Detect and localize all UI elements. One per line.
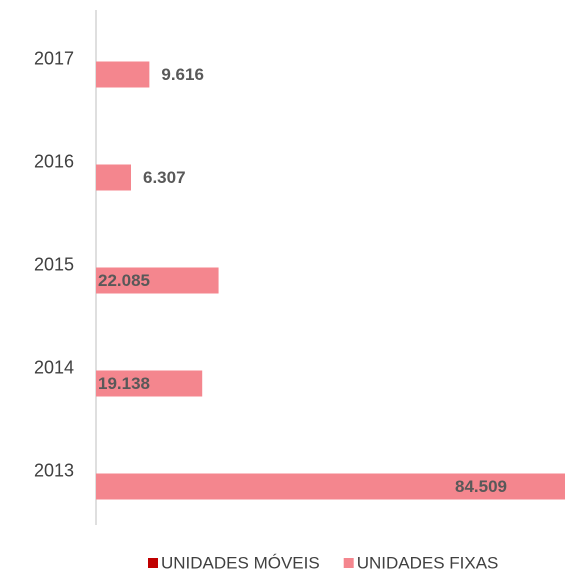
bar: [96, 61, 150, 88]
value-label: 6.307: [143, 168, 186, 187]
bar: [96, 473, 565, 500]
bar: [96, 267, 219, 294]
y-tick-label: 2013: [34, 460, 74, 480]
y-tick-label: 2015: [34, 254, 74, 274]
value-label: 19.138: [98, 374, 150, 393]
y-tick-label: 2014: [34, 357, 74, 377]
value-label: 9.616: [161, 65, 204, 84]
bar: [96, 164, 132, 191]
y-tick-label: 2017: [34, 48, 74, 68]
value-label: 84.509: [455, 477, 507, 496]
legend-swatch: [343, 558, 354, 568]
bar: [96, 370, 203, 397]
legend-label: UNIDADES FIXAS: [357, 553, 499, 572]
value-label: 22.085: [98, 271, 150, 290]
legend-swatch: [148, 558, 158, 568]
y-tick-label: 2016: [34, 151, 74, 171]
legend-label: UNIDADES MÓVEIS: [161, 553, 320, 572]
